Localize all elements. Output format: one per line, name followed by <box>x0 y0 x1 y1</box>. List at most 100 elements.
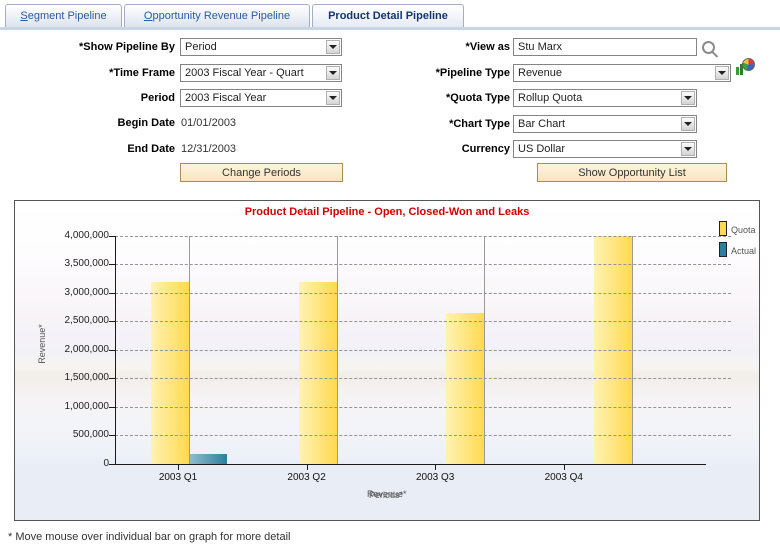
y-axis-tick-label: 500,000 <box>72 429 109 441</box>
tab-segment-pipeline[interactable]: Segment Pipeline <box>5 4 122 27</box>
chart-type-value: Bar Chart <box>518 118 566 130</box>
bar-glyph <box>736 67 739 75</box>
chart-type-label: *Chart Type <box>449 118 510 130</box>
chevron-down-icon <box>718 71 726 75</box>
chevron-down-icon <box>684 122 692 126</box>
tab-label: Segment Pipeline <box>20 10 107 22</box>
chart-title: Product Detail Pipeline - Open, Closed-W… <box>244 206 530 218</box>
gridline <box>115 236 731 237</box>
chart-footnote: * Move mouse over individual bar on grap… <box>8 531 291 543</box>
tab-opportunity-revenue-pipeline[interactable]: Opportunity Revenue Pipeline <box>124 4 310 27</box>
legend-swatch-actual <box>719 242 727 257</box>
end-date-value: 12/31/2003 <box>181 143 237 155</box>
dropdown-arrow-button[interactable] <box>681 91 695 105</box>
y-axis-tick-label: 0 <box>103 457 109 469</box>
chart-type-toggle-icon[interactable] <box>735 58 755 76</box>
gridline <box>115 349 731 351</box>
x-axis-tick-label: 2003 Q2 <box>287 471 326 483</box>
begin-date-value: 01/01/2003 <box>181 117 237 129</box>
x-axis-tick <box>178 464 179 470</box>
y-axis-tick-label: 3,500,000 <box>64 258 110 270</box>
legend-label-actual: Actual <box>731 246 757 256</box>
time-frame-label: *Time Frame <box>109 67 175 79</box>
x-axis-tick-label: 2003 Q1 <box>158 471 198 483</box>
legend-swatch-quota <box>719 221 727 236</box>
chevron-down-icon <box>684 147 692 151</box>
y-axis-tick <box>109 321 115 323</box>
x-axis-tick <box>435 464 437 470</box>
chevron-down-icon <box>684 96 692 100</box>
view-as-input[interactable]: Stu Marx <box>513 38 697 56</box>
pipeline-type-value: Revenue <box>518 67 563 79</box>
y-axis-tick <box>109 378 115 380</box>
end-date-label: End Date <box>127 143 175 155</box>
y-axis-tick <box>109 349 115 351</box>
quota-bar-2003-q3[interactable] <box>446 312 485 464</box>
x-axis-tick-label: 2003 Q3 <box>416 471 455 483</box>
chevron-down-icon <box>329 45 337 49</box>
pipeline-type-label: *Pipeline Type <box>435 67 510 79</box>
show-pipeline-by-select[interactable]: Period <box>180 38 342 56</box>
y-axis-tick <box>109 435 115 437</box>
y-axis-tick-label: 4,000,000 <box>64 230 110 241</box>
dropdown-arrow-button[interactable] <box>326 91 340 105</box>
chevron-down-icon <box>329 71 337 75</box>
tab-label: Opportunity Revenue Pipeline <box>143 10 291 22</box>
period-select[interactable]: 2003 Fiscal Year <box>180 89 342 107</box>
show-pipeline-by-label: *Show Pipeline By <box>79 41 175 53</box>
x-axis-tick <box>563 464 565 470</box>
time-frame-value: 2003 Fiscal Year - Quart <box>185 67 304 79</box>
gridline <box>115 292 731 294</box>
tab-product-detail-pipeline[interactable]: Product Detail Pipeline <box>312 4 464 27</box>
currency-value: US Dollar <box>518 143 566 155</box>
y-axis-tick <box>109 292 115 294</box>
x-axis-tick <box>306 464 308 470</box>
period-value: 2003 Fiscal Year <box>185 92 267 104</box>
show-pipeline-by-value: Period <box>185 41 217 53</box>
y-axis-line <box>115 236 116 464</box>
dropdown-arrow-button[interactable] <box>326 66 340 80</box>
show-opportunity-list-button[interactable]: Show Opportunity List <box>537 163 727 182</box>
x-axis-title-overlap: Revenue* <box>367 489 407 499</box>
pipeline-type-select[interactable]: Revenue <box>513 64 731 82</box>
actual-bar-2003-q1[interactable] <box>189 453 227 464</box>
quota-type-select[interactable]: Rollup Quota <box>513 89 697 107</box>
gridline <box>115 264 731 266</box>
view-as-label: *View as <box>465 41 510 53</box>
y-axis-tick-label: 1,000,000 <box>64 400 110 412</box>
chevron-down-icon <box>329 96 337 100</box>
y-axis-tick <box>109 406 115 408</box>
x-axis-tick-label: 2003 Q4 <box>544 471 583 483</box>
y-axis-tick <box>109 236 115 237</box>
currency-select[interactable]: US Dollar <box>513 140 697 158</box>
gridline <box>115 406 731 408</box>
dropdown-arrow-button[interactable] <box>681 142 695 156</box>
tab-label: Product Detail Pipeline <box>328 10 448 22</box>
time-frame-select[interactable]: 2003 Fiscal Year - Quart <box>180 64 342 82</box>
gridline <box>115 378 731 380</box>
gridline <box>115 435 731 437</box>
legend-label-quota: Quota <box>731 225 756 235</box>
pipeline-bar-chart: Product Detail Pipeline - Open, Closed-W… <box>14 200 760 521</box>
dropdown-arrow-button[interactable] <box>715 66 729 80</box>
quota-bar-2003-q1[interactable] <box>150 281 189 464</box>
period-label: Period <box>140 92 175 104</box>
bar-glyph <box>740 64 743 75</box>
y-axis-tick-label: 2,000,000 <box>64 343 110 355</box>
currency-label: Currency <box>461 143 510 155</box>
dropdown-arrow-button[interactable] <box>326 40 340 54</box>
dropdown-arrow-button[interactable] <box>681 117 695 131</box>
y-axis-tick <box>109 463 115 465</box>
y-axis-tick-label: 2,500,000 <box>64 315 110 327</box>
lookup-magnifier-icon[interactable] <box>702 41 715 54</box>
quota-bar-2003-q2[interactable] <box>298 281 337 464</box>
quota-type-value: Rollup Quota <box>518 92 583 104</box>
y-axis-tick-label: 1,500,000 <box>64 372 110 384</box>
y-axis-tick <box>109 264 115 266</box>
gridline <box>115 321 731 323</box>
quota-type-label: *Quota Type <box>446 92 510 104</box>
chart-type-select[interactable]: Bar Chart <box>513 115 697 133</box>
change-periods-button[interactable]: Change Periods <box>180 163 343 182</box>
y-axis-tick-label: 3,000,000 <box>64 286 110 298</box>
